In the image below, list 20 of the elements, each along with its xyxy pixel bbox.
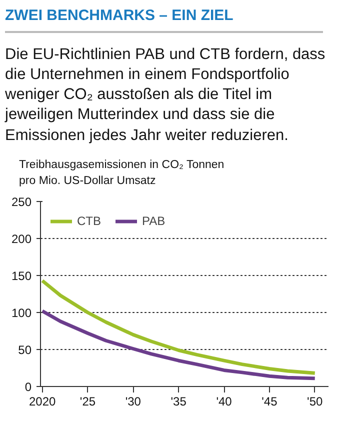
y-tick-label: 250 xyxy=(11,195,32,209)
y-tick-label: 0 xyxy=(24,380,32,394)
y-tick-label: 100 xyxy=(11,306,32,320)
x-tick-label: '40 xyxy=(216,394,232,408)
line-series xyxy=(40,278,317,375)
chart-title: ZWEI BENCHMARKS – EIN ZIEL xyxy=(5,6,234,26)
line-series xyxy=(40,309,317,380)
x-tick-label: '45 xyxy=(262,394,278,408)
y-tick-label: 200 xyxy=(11,232,32,246)
x-tick-label: '25 xyxy=(80,394,96,408)
x-tick-label: 2020 xyxy=(28,394,56,408)
legend-label: CTB xyxy=(77,214,101,228)
x-tick-label: '50 xyxy=(307,394,324,408)
y-axis-title: Treibhausgasemissionen in CO₂ Tonnen pro Mio. US-Dollar Umsatz xyxy=(19,158,224,190)
chart-subtitle: Die EU-Richtlinien PAB und CTB fordern, dass die Unternehmen in einem Fondsportfolio weniger CO₂ ausstoßen als die Titel im jeweiligen Mutterindex und dass sie die Emissionen jedes Jahr weiter reduzieren. xyxy=(5,45,326,146)
x-tick-label: '30 xyxy=(125,394,142,408)
y-tick-label: 150 xyxy=(11,269,32,283)
legend-label: PAB xyxy=(142,214,166,228)
x-tick-label: '35 xyxy=(170,394,187,408)
y-tick-label: 50 xyxy=(18,343,32,357)
